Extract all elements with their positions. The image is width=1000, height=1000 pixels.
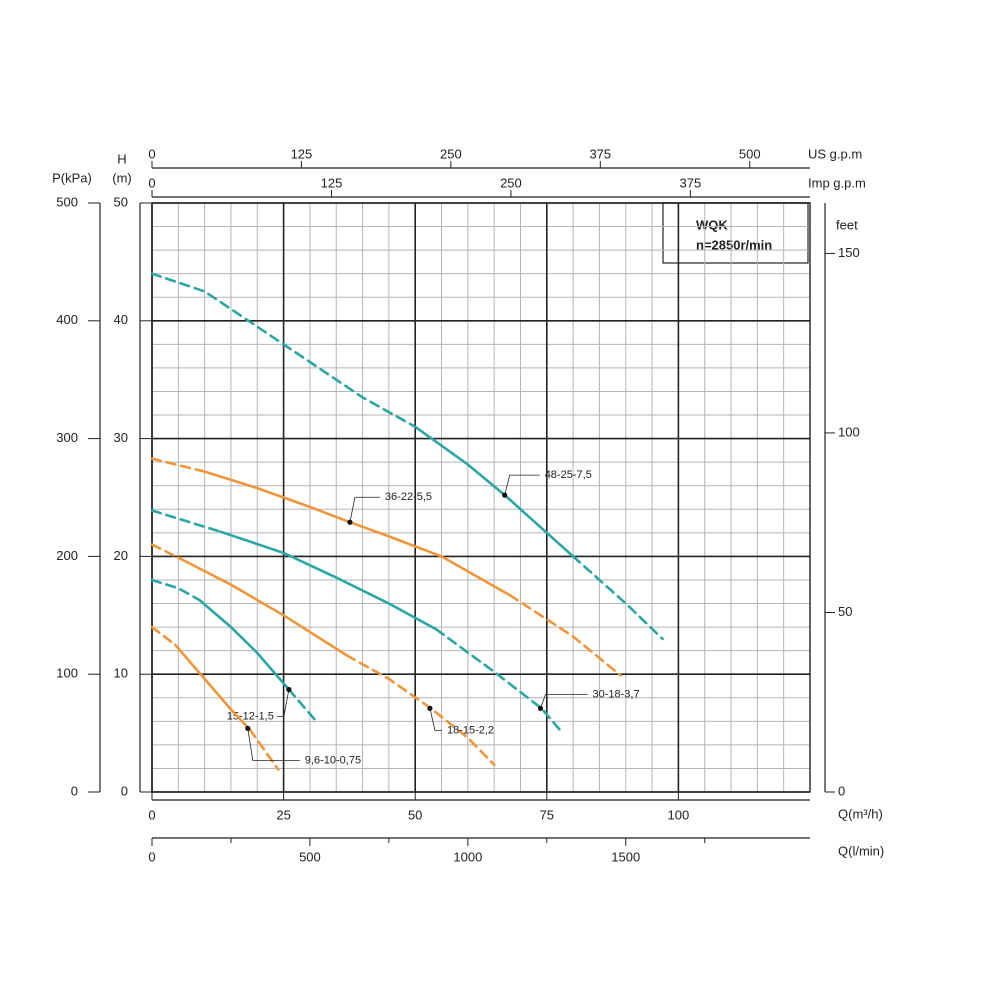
curve-segment [248, 728, 280, 771]
curve-segment [345, 654, 496, 767]
y-tick-label: 30 [114, 430, 128, 445]
curve-segment [219, 530, 438, 631]
tick-label: 100 [56, 666, 78, 681]
tick-label: 250 [440, 146, 462, 161]
tick-label: 0 [148, 175, 155, 190]
axis-label: feet [836, 217, 858, 232]
tick-label: 250 [500, 175, 522, 190]
grid [151, 202, 811, 793]
tick-label: 0 [838, 783, 845, 798]
tick-label: 100 [838, 424, 860, 439]
leader-line [504, 474, 540, 496]
curve-segment [203, 470, 512, 597]
y-tick-label: 40 [114, 312, 128, 327]
y-tick-label: 20 [114, 548, 128, 563]
curve-point [245, 725, 251, 731]
curve-segment [173, 643, 252, 731]
curve-label: 18-15-2,2 [447, 724, 494, 736]
tick-label: 375 [589, 146, 611, 161]
leader-line [276, 689, 290, 717]
title-box [662, 202, 809, 264]
curve-segment [287, 688, 317, 722]
curve-point [286, 686, 292, 693]
curve-label: 36-22-5,5 [385, 491, 432, 503]
curve-segment [150, 457, 206, 473]
y-axis-label: H [117, 151, 126, 166]
curve-segment [150, 272, 417, 429]
tick-label: 0 [148, 849, 155, 864]
tick-label: 50 [838, 604, 852, 619]
leader-line [247, 728, 300, 761]
axis-label: US g.p.m [808, 146, 862, 161]
leader-line [349, 496, 380, 523]
tick-label: 1000 [453, 849, 482, 864]
curve-label: 48-25-7,5 [545, 469, 592, 481]
axis-label: Q(l/min) [838, 843, 884, 858]
curve-segment [198, 598, 291, 691]
curve-point [347, 519, 353, 525]
curve-point [427, 705, 433, 711]
tick-label: 150 [838, 245, 860, 260]
leader-line [429, 708, 442, 731]
curve-point [537, 705, 544, 711]
curve-point [502, 492, 508, 498]
curve-segment [150, 578, 201, 602]
axis-label: Imp g.p.m [808, 175, 866, 190]
x-tick-label: 25 [276, 807, 290, 822]
curve-segment [150, 509, 222, 533]
leader-line [540, 693, 588, 709]
curve-label: 30-18-3,7 [592, 688, 639, 700]
x-axis-label: Q(m³/h) [838, 806, 883, 821]
curve-segment [177, 556, 349, 657]
tick-label: 375 [680, 175, 702, 190]
x-tick-label: 50 [408, 807, 422, 822]
tick-label: 500 [739, 146, 761, 161]
tick-label: 300 [56, 430, 78, 445]
chart-title: WQK [696, 217, 728, 232]
curve-segment [150, 625, 177, 647]
axis-label: P(kPa) [52, 170, 92, 185]
tick-label: 0 [148, 146, 155, 161]
y-tick-label: 0 [121, 783, 128, 798]
x-tick-label: 100 [668, 807, 690, 822]
x-tick-label: 75 [540, 807, 554, 822]
tick-label: 125 [291, 146, 313, 161]
plot-border [151, 202, 811, 793]
curve-segment [150, 543, 180, 559]
x-tick-label: 0 [148, 807, 155, 822]
tick-label: 0 [71, 783, 78, 798]
tick-label: 500 [56, 194, 78, 209]
tick-label: 125 [321, 175, 343, 190]
y-tick-label: 10 [114, 666, 128, 681]
curve-segment [435, 628, 564, 735]
curve-label: 9,6-10-0,75 [305, 754, 361, 766]
curve-segment [571, 555, 664, 641]
tick-label: 500 [299, 849, 321, 864]
tick-label: 400 [56, 312, 78, 327]
tick-label: 200 [56, 548, 78, 563]
chart-subtitle: n=2850r/min [696, 237, 772, 252]
tick-label: 1500 [611, 849, 640, 864]
curve-segment [508, 594, 622, 677]
y-tick-label: 50 [114, 194, 128, 209]
y-axis-label: (m) [112, 170, 132, 185]
